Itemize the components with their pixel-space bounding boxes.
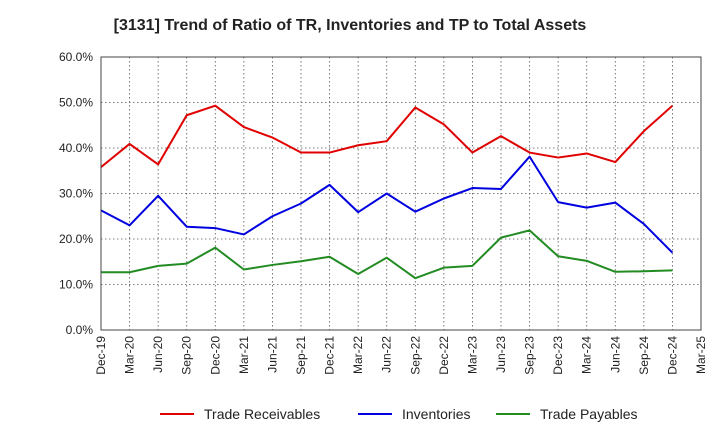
legend-label: Inventories [402, 406, 470, 422]
grid [101, 56, 701, 331]
y-tick-label: 30.0% [59, 187, 93, 201]
x-tick-label: Jun-24 [608, 336, 622, 373]
y-axis: 0.0% 10.0% 20.0% 30.0% 40.0% 50.0% 60.0% [59, 50, 93, 337]
legend-label: Trade Payables [540, 406, 638, 422]
y-tick-label: 50.0% [59, 96, 93, 110]
x-tick-label: Jun-21 [265, 336, 279, 373]
y-tick-label: 0.0% [66, 323, 94, 337]
x-tick-label: Sep-21 [294, 336, 308, 375]
series-line-trade-receivables [100, 104, 674, 168]
legend: Trade Receivables Inventories Trade Payabl… [160, 406, 638, 422]
x-tick-label: Jun-23 [494, 336, 508, 373]
x-tick-label: Dec-23 [551, 336, 565, 375]
x-tick-label: Dec-19 [94, 336, 108, 375]
plot-frame [100, 56, 702, 331]
series-lines [100, 104, 674, 280]
x-tick-label: Mar-21 [237, 336, 251, 374]
x-tick-label: Mar-22 [351, 336, 365, 374]
series-line-trade-payables [101, 229, 673, 280]
y-tick-label: 20.0% [59, 232, 93, 246]
x-tick-label: Mar-24 [580, 336, 594, 374]
x-tick-label: Dec-20 [208, 336, 222, 375]
y-tick-label: 40.0% [59, 141, 93, 155]
x-tick-label: Dec-21 [323, 336, 337, 375]
x-tick-label: Mar-20 [123, 336, 137, 374]
y-tick-label: 10.0% [59, 278, 93, 292]
x-tick-label: Mar-23 [465, 336, 479, 374]
x-axis: Dec-19 Mar-20 Jun-20 Sep-20 Dec-20 Mar-21 Jun-… [94, 336, 708, 375]
y-tick-label: 60.0% [59, 50, 93, 64]
x-tick-label: Mar-25 [694, 336, 708, 374]
x-tick-label: Sep-24 [637, 336, 651, 375]
x-tick-label: Sep-20 [180, 336, 194, 375]
x-tick-label: Sep-22 [408, 336, 422, 375]
x-tick-label: Dec-24 [665, 336, 679, 375]
x-tick-label: Jun-22 [380, 336, 394, 373]
legend-label: Trade Receivables [204, 406, 320, 422]
chart-title: [3131] Trend of Ratio of TR, Inventories… [114, 17, 587, 34]
x-tick-label: Sep-23 [523, 336, 537, 375]
x-tick-label: Dec-22 [437, 336, 451, 375]
x-tick-label: Jun-20 [151, 336, 165, 373]
series-line-inventories [100, 155, 674, 254]
